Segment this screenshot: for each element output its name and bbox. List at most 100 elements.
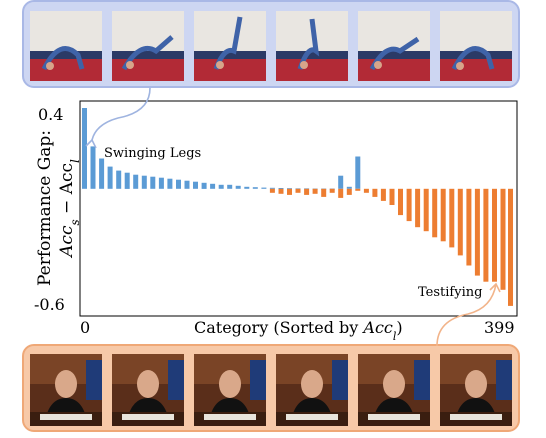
video-frame-swinging-legs [358, 11, 430, 81]
video-frame-testifying [440, 354, 512, 426]
bar-negative-10 [355, 188, 361, 191]
video-frame-testifying [194, 354, 266, 426]
bar-negative-20 [440, 188, 446, 242]
bar-positive-32 [355, 156, 361, 189]
bar-positive-17 [227, 184, 233, 189]
bar-negative-17 [415, 188, 421, 228]
bar-negative-21 [449, 188, 455, 248]
y-axis-label-line1: Performance Gap: [35, 130, 55, 286]
bar-negative-26 [492, 188, 497, 282]
bar-negative-12 [372, 188, 378, 197]
frame-image [358, 11, 430, 81]
connector-bottom [436, 283, 497, 347]
bar-negative-23 [466, 188, 472, 266]
bar-group [82, 108, 513, 306]
connector-bottom-arrowhead [489, 282, 501, 293]
bar-negative-18 [423, 188, 429, 232]
bar-positive-10 [167, 178, 173, 189]
bar-positive-31 [346, 186, 352, 189]
frame-image [194, 11, 266, 81]
bar-negative-15 [398, 188, 403, 216]
bar-positive-19 [244, 186, 250, 189]
bar-negative-9 [346, 188, 352, 195]
bar-positive-13 [193, 181, 198, 189]
plot-frame [79, 100, 518, 317]
frame-image [112, 11, 184, 81]
x-label-acc: Acc [361, 318, 393, 337]
bar-positive-4 [116, 170, 122, 189]
bar-positive-18 [235, 185, 241, 189]
bar-negative-3 [295, 188, 301, 193]
bar-positive-11 [176, 179, 181, 189]
top-video-strip [22, 0, 520, 88]
bar-negative-27 [500, 188, 506, 290]
y-label-sub-l: l [68, 159, 82, 163]
bar-positive-22 [269, 187, 275, 189]
frame-image [440, 354, 512, 426]
y-label-acc: Acc [57, 225, 77, 259]
x-label-close: ) [396, 318, 402, 337]
bar-positive-30 [338, 175, 344, 189]
x-tick-label-start: 0 [80, 318, 90, 337]
bar-positive-24 [287, 188, 292, 190]
bar-positive-14 [201, 182, 207, 189]
bar-negative-11 [363, 188, 369, 193]
annotation-swinging-legs: Swinging Legs [104, 146, 201, 161]
frame-image [194, 354, 266, 426]
connector-top [91, 87, 151, 141]
frame-image [112, 354, 184, 426]
y-tick-label-top: 0.4 [38, 105, 63, 124]
y-axis-label-line2: Accs − Accl [57, 159, 82, 259]
bar-negative-8 [338, 188, 344, 198]
frame-image [30, 11, 102, 81]
video-frame-testifying [276, 354, 348, 426]
x-label-sub: l [393, 330, 397, 343]
frame-image [358, 354, 430, 426]
bar-positive-5 [124, 172, 130, 189]
video-frame-swinging-legs [30, 11, 102, 81]
bar-positive-0 [82, 108, 87, 189]
video-frame-swinging-legs [112, 11, 184, 81]
bar-positive-2 [99, 158, 105, 189]
video-frame-testifying [30, 354, 102, 426]
bar-negative-24 [474, 188, 480, 276]
bar-positive-8 [150, 176, 156, 189]
bar-positive-12 [184, 180, 190, 189]
bar-positive-6 [133, 174, 139, 189]
frame-image [276, 354, 348, 426]
bar-negative-1 [278, 188, 284, 194]
y-tick-label-bottom: -0.6 [34, 295, 65, 314]
bar-positive-23 [278, 188, 284, 189]
bar-negative-14 [389, 188, 395, 205]
bar-negative-16 [406, 188, 412, 222]
bar-negative-5 [312, 188, 318, 194]
bar-negative-22 [457, 188, 463, 256]
y-label-minus-acc: − Acc [57, 163, 77, 219]
bar-positive-20 [252, 187, 258, 189]
bar-negative-7 [329, 188, 335, 193]
y-label-sub-s: s [68, 219, 82, 225]
bar-positive-7 [141, 175, 147, 189]
frame-image [276, 11, 348, 81]
bar-positive-15 [210, 183, 216, 189]
x-label-main: Category (Sorted by [194, 318, 363, 337]
frame-image [440, 11, 512, 81]
video-frame-swinging-legs [440, 11, 512, 81]
video-frame-swinging-legs [194, 11, 266, 81]
y-axis-label: Performance Gap: Accs − Accl [35, 130, 82, 286]
bar-positive-9 [158, 177, 164, 189]
bottom-video-strip [22, 344, 520, 432]
x-axis-label: Category (Sorted by Accl) [194, 318, 403, 343]
video-frame-testifying [358, 354, 430, 426]
bar-positive-1 [90, 146, 96, 189]
bar-negative-28 [508, 188, 513, 306]
annotation-testifying: Testifying [418, 285, 482, 300]
x-tick-label-end: 399 [484, 318, 515, 337]
video-frame-swinging-legs [276, 11, 348, 81]
bar-positive-3 [107, 166, 113, 189]
video-frame-testifying [112, 354, 184, 426]
frame-image [30, 354, 102, 426]
bar-negative-4 [304, 188, 310, 195]
bar-positive-16 [218, 184, 224, 189]
